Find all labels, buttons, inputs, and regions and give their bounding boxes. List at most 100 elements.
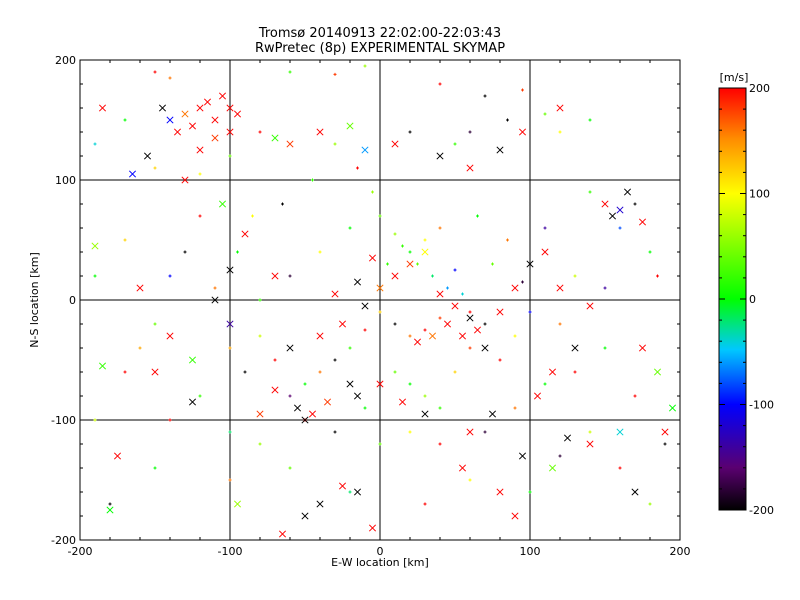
data-point-cross (106, 506, 114, 514)
data-point-plus (198, 214, 202, 218)
data-point-cross (226, 266, 234, 274)
data-point-cross (586, 440, 594, 448)
data-point-cross (211, 116, 219, 124)
x-tick-label: 100 (520, 545, 541, 558)
data-point-cross (166, 116, 174, 124)
data-point-cross (571, 344, 579, 352)
axis-ticks (79, 59, 681, 541)
colorbar-label: [m/s] (720, 71, 749, 84)
data-point-cross (361, 302, 369, 310)
data-point-cross (608, 212, 617, 220)
data-point-plus (348, 226, 352, 230)
data-point-plus (318, 370, 322, 374)
data-point-cross (556, 104, 564, 112)
data-point-cross (233, 110, 242, 118)
data-point-cross (316, 500, 324, 508)
data-point-cross (331, 290, 339, 298)
data-point-plus (618, 466, 622, 470)
data-point-plus (603, 346, 607, 350)
data-point-cross (203, 98, 212, 106)
data-point-cross (196, 146, 204, 154)
data-point-plus (168, 418, 172, 422)
data-point-cross (286, 344, 294, 352)
data-point-cross (533, 392, 542, 400)
data-point-plus (656, 274, 659, 278)
data-point-plus (483, 322, 487, 326)
data-point-plus (543, 112, 547, 116)
data-point-plus (198, 394, 202, 398)
data-point-cross (496, 308, 504, 316)
data-point-plus (573, 370, 577, 374)
data-point-plus (528, 490, 532, 494)
data-point-plus (588, 118, 592, 122)
data-point-cross (496, 146, 504, 154)
data-point-cross (518, 128, 527, 136)
data-point-cross (196, 104, 204, 112)
data-point-plus (333, 430, 337, 434)
data-point-plus (348, 346, 352, 350)
data-point-plus (213, 286, 217, 290)
data-point-plus (588, 430, 592, 434)
data-point-cross (638, 344, 647, 352)
data-point-plus (521, 280, 524, 284)
data-point-cross (376, 380, 384, 388)
data-point-plus (423, 328, 427, 332)
data-point-plus (273, 358, 277, 362)
data-point-plus (423, 238, 427, 242)
data-point-cross (436, 290, 444, 298)
data-point-cross (376, 284, 384, 292)
data-point-plus (438, 316, 442, 320)
data-point-cross (368, 254, 377, 262)
data-point-plus (408, 334, 412, 338)
data-point-plus (356, 166, 359, 170)
data-point-cross (211, 134, 219, 142)
chart-title: Tromsø 20140913 22:02:00-22:03:43 (258, 26, 501, 41)
data-point-cross (556, 284, 564, 292)
data-point-cross (316, 332, 324, 340)
data-point-plus (258, 442, 262, 446)
data-point-cross (653, 368, 662, 376)
x-tick-labels: -200 -100 0 100 200 (68, 545, 691, 558)
y-tick-label: -200 (51, 534, 76, 547)
data-point-cross (218, 200, 227, 208)
data-point-plus (461, 292, 464, 296)
data-point-plus (153, 322, 157, 326)
data-point-plus (333, 142, 337, 146)
data-point-plus (153, 70, 157, 74)
data-point-cross (181, 176, 189, 184)
data-point-plus (633, 202, 637, 206)
data-point-plus (468, 310, 472, 314)
colorbar-tick-labels: 200 100 0 -100 -200 (749, 82, 774, 517)
data-point-cross (166, 332, 174, 340)
data-point-plus (168, 76, 172, 80)
data-point-plus (258, 130, 262, 134)
data-point-plus (371, 190, 374, 194)
data-point-cross (301, 512, 309, 520)
data-point-plus (288, 466, 292, 470)
data-point-plus (363, 406, 367, 410)
data-point-plus (431, 274, 434, 278)
data-point-plus (251, 214, 254, 218)
data-point-cross (473, 326, 482, 334)
chart-subtitle: RwPretec (8p) EXPERIMENTAL SKYMAP (255, 41, 505, 56)
data-point-plus (153, 466, 157, 470)
data-point-cross (548, 464, 557, 472)
data-point-cross (98, 104, 107, 112)
data-point-plus (93, 142, 97, 146)
data-point-plus (138, 346, 142, 350)
data-point-plus (93, 418, 97, 422)
data-point-cross (548, 368, 557, 376)
y-tick-labels: -200 -100 0 100 200 (51, 54, 76, 547)
data-point-plus (513, 334, 517, 338)
data-point-plus (228, 478, 232, 482)
data-point-plus (378, 310, 382, 314)
data-point-cross (91, 242, 99, 250)
data-point-plus (258, 298, 262, 302)
x-tick-label: -200 (68, 545, 93, 558)
data-point-plus (558, 130, 562, 134)
data-point-cross (151, 368, 159, 376)
data-point-plus (318, 250, 322, 254)
data-point-cross (113, 452, 122, 460)
data-point-cross (218, 92, 227, 100)
data-point-cross (563, 434, 572, 442)
